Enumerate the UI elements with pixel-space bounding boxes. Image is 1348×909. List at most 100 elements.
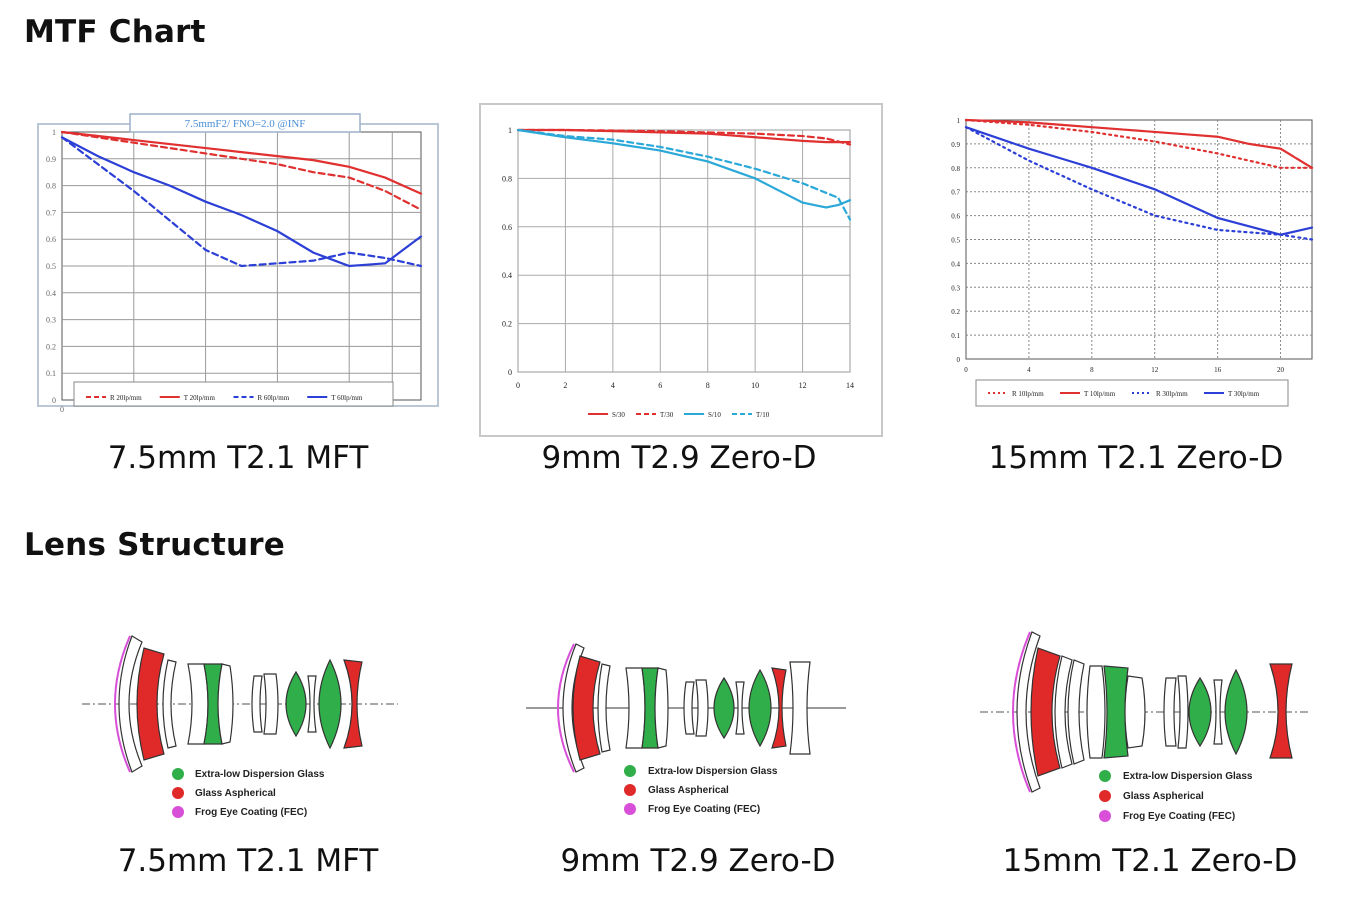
series-line-t-20lp-mm (60, 130, 423, 195)
y-tick-label: 0.1 (951, 332, 960, 340)
y-tick-label: 0 (957, 356, 961, 364)
legend-label: T 60lp/mm (331, 394, 363, 402)
lens-diagram-9mm: Extra-low Dispersion Glass Glass Aspheri… (526, 643, 846, 815)
y-tick-label: 0.3 (951, 284, 960, 292)
x-tick-label: 20 (1277, 366, 1285, 374)
x-tick-label: 12 (1151, 366, 1159, 374)
y-tick-label: 0.1 (46, 369, 56, 378)
lens-caption-15mm: 15mm T2.1 Zero-D (1002, 843, 1298, 879)
x-tick-label: 0 (60, 405, 64, 414)
legend-label-fec: Frog Eye Coating (FEC) (1123, 811, 1235, 822)
chart-frame (479, 103, 883, 437)
x-tick-label: 2 (563, 381, 567, 390)
series-line-t-10lp-mm (964, 118, 1314, 169)
legend-label: S/10 (708, 411, 721, 419)
mtf-caption-9mm: 9mm T2.9 Zero-D (541, 440, 817, 476)
y-tick-label: 0.7 (951, 189, 960, 197)
legend-dot-aspherical (624, 784, 636, 796)
legend-label-aspherical: Glass Aspherical (648, 785, 729, 796)
series-line-r-20lp-mm (60, 130, 423, 211)
y-tick-label: 1 (957, 117, 961, 125)
y-tick-label: 0.5 (46, 262, 56, 271)
legend-label-ed-glass: Extra-low Dispersion Glass (195, 769, 325, 780)
x-tick-label: 14 (846, 381, 854, 390)
series-line-r-10lp-mm (964, 118, 1314, 169)
legend-label-ed-glass: Extra-low Dispersion Glass (1123, 771, 1253, 782)
x-tick-label: 4 (611, 381, 615, 390)
mtf-chart-7-5mm: 0 0.1 0.2 0.3 0.4 0.5 0.6 0.7 0.8 0.9 1 0 7.5mmF2/ F… (37, 113, 439, 414)
y-tick-label: 0.6 (951, 213, 960, 221)
legend-label: R 30lp/mm (1156, 390, 1188, 398)
legend-dot-ed-glass (624, 765, 636, 777)
y-tick-label: 0.3 (46, 316, 56, 325)
legend-label: T 30lp/mm (1228, 390, 1260, 398)
y-tick-label: 0 (52, 396, 56, 405)
legend-label: R 10lp/mm (1012, 390, 1044, 398)
lens-diagram-7-5mm: Extra-low Dispersion Glass Glass Aspheri… (82, 635, 398, 818)
y-tick-label: 0.5 (951, 237, 960, 245)
y-tick-label: 1 (52, 128, 56, 137)
legend-label-fec: Frog Eye Coating (FEC) (195, 807, 307, 818)
y-tick-label: 0.2 (951, 308, 960, 316)
x-tick-label: 0 (516, 381, 520, 390)
x-tick-label: 16 (1214, 366, 1222, 374)
y-tick-label: 0.7 (46, 208, 56, 217)
legend-label: R 20lp/mm (110, 394, 142, 402)
y-tick-label: 0.4 (951, 260, 960, 268)
legend-dot-fec (1099, 810, 1111, 822)
y-tick-label: 0.6 (502, 223, 512, 232)
legend-label-aspherical: Glass Aspherical (195, 788, 276, 799)
lens-diagram-15mm: Extra-low Dispersion Glass Glass Aspheri… (980, 631, 1310, 822)
y-tick-label: 0 (508, 368, 512, 377)
x-tick-label: 12 (799, 381, 807, 390)
y-tick-label: 0.6 (46, 235, 56, 244)
legend-label: T 10lp/mm (1084, 390, 1116, 398)
chart-frame (37, 123, 439, 407)
legend-dot-ed-glass (1099, 770, 1111, 782)
chart-title-box (129, 113, 361, 133)
x-tick-label: 8 (1090, 366, 1094, 374)
chart-title: 7.5mmF2/ FNO=2.0 @INF (185, 118, 306, 130)
legend-box (73, 381, 394, 407)
lens-caption-9mm: 9mm T2.9 Zero-D (560, 843, 836, 879)
series-line-t-30lp-mm (964, 126, 1314, 236)
series-line-t-60lp-mm (60, 136, 423, 268)
legend-dot-fec (172, 806, 184, 818)
lens-caption-7-5mm: 7.5mm T2.1 MFT (117, 843, 379, 879)
mtf-chart-9mm: 00.20.40.60.810 2 4 6 8 10 12 14S/30 T/30 S/10 T/1… (479, 103, 883, 437)
series-line-r-60lp-mm (60, 136, 423, 268)
y-tick-label: 0.2 (502, 320, 512, 329)
legend-label-aspherical: Glass Aspherical (1123, 791, 1204, 802)
y-tick-label: 1 (508, 126, 512, 135)
x-tick-label: 0 (964, 366, 968, 374)
y-tick-label: 0.4 (46, 289, 56, 298)
legend-label: T 20lp/mm (184, 394, 216, 402)
y-tick-label: 0.2 (46, 342, 56, 351)
legend-label-fec: Frog Eye Coating (FEC) (648, 804, 760, 815)
x-tick-label: 10 (751, 381, 759, 390)
y-tick-label: 0.4 (502, 271, 512, 280)
legend-dot-aspherical (1099, 790, 1111, 802)
series-line-t-10 (516, 128, 852, 221)
x-tick-label: 6 (658, 381, 662, 390)
lens-structure-section-title: Lens Structure (24, 527, 285, 563)
y-tick-label: 0.8 (502, 174, 512, 183)
y-tick-label: 0.8 (46, 182, 56, 191)
legend-label: T/10 (756, 411, 770, 419)
legend-label: R 60lp/mm (258, 394, 290, 402)
series-line-s-10 (516, 128, 852, 209)
x-tick-label: 4 (1027, 366, 1031, 374)
legend-label: T/30 (660, 411, 674, 419)
legend-dot-fec (624, 803, 636, 815)
legend-dot-aspherical (172, 787, 184, 799)
y-tick-label: 0.8 (951, 165, 960, 173)
mtf-caption-15mm: 15mm T2.1 Zero-D (988, 440, 1284, 476)
mtf-section-title: MTF Chart (24, 14, 206, 50)
x-tick-label: 8 (706, 381, 710, 390)
legend-label: S/30 (612, 411, 625, 419)
legend-dot-ed-glass (172, 768, 184, 780)
y-tick-label: 0.9 (46, 155, 56, 164)
legend-label-ed-glass: Extra-low Dispersion Glass (648, 766, 778, 777)
y-tick-label: 0.9 (951, 141, 960, 149)
mtf-caption-7-5mm: 7.5mm T2.1 MFT (107, 440, 369, 476)
